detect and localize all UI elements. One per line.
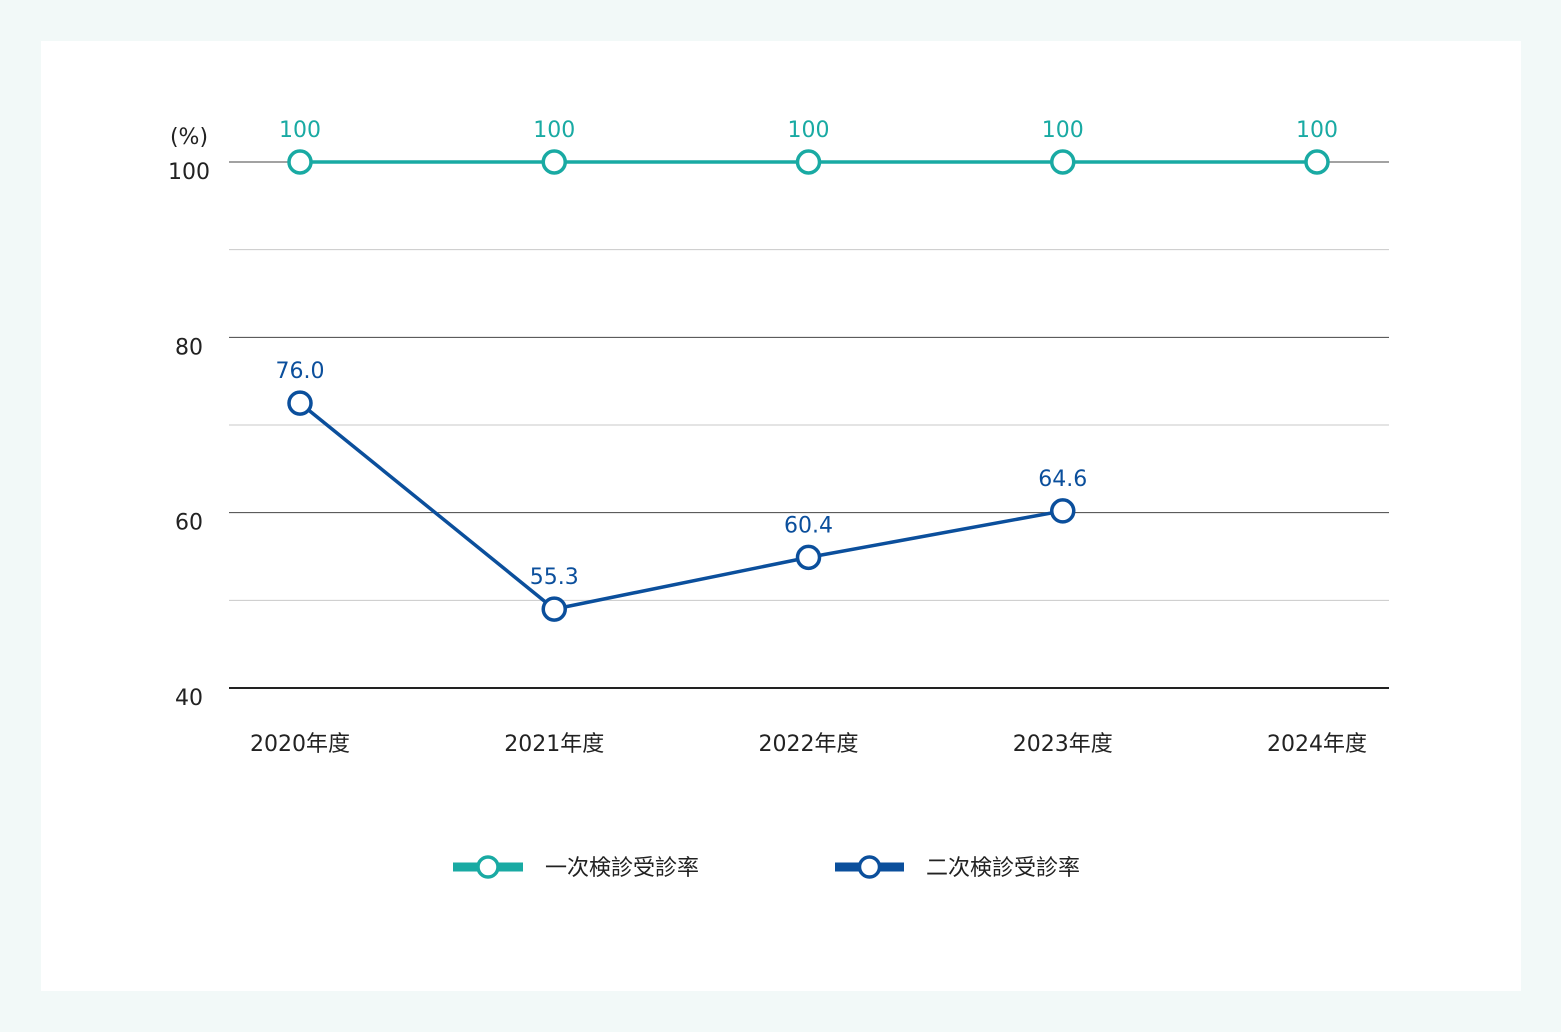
data-label: 100 — [1042, 118, 1084, 143]
data-label: 100 — [1296, 118, 1338, 143]
x-tick-label: 2022年度 — [759, 732, 859, 757]
data-label: 64.6 — [1038, 467, 1087, 492]
data-point — [1050, 498, 1076, 524]
y-tick-label: 100 — [168, 160, 210, 185]
x-tick-label: 2023年度 — [1013, 732, 1113, 757]
y-axis-unit-label: (%) — [170, 125, 208, 150]
legend-item-2: 二次検診受診率 — [835, 855, 1080, 881]
y-tick-label: 80 — [175, 335, 203, 360]
series-2: 76.0 55.3 60.4 64.6 — [276, 359, 1087, 622]
data-point — [1304, 149, 1330, 175]
data-point — [1050, 149, 1076, 175]
data-label: 55.3 — [530, 565, 579, 590]
legend-swatch-marker — [857, 855, 882, 879]
data-label: 76.0 — [276, 359, 325, 384]
series-line — [298, 401, 1064, 611]
data-point — [287, 390, 313, 416]
y-tick-label: 60 — [175, 511, 203, 536]
data-point — [541, 149, 567, 175]
data-point — [287, 149, 313, 175]
legend-label: 二次検診受診率 — [926, 856, 1080, 881]
y-tick-label: 40 — [175, 686, 203, 711]
legend: 一次検診受診率 二次検診受診率 — [453, 855, 1080, 881]
chart-panel: (%) 100 80 60 40 2020年度 2021年度 2022年度 2023年度 20… — [41, 41, 1521, 991]
legend-label: 一次検診受診率 — [545, 856, 699, 881]
legend-item-1: 一次検診受診率 — [453, 855, 699, 881]
x-tick-label: 2020年度 — [250, 732, 350, 757]
series-layer: 100 100 100 100 100 76.0 55.3 60.4 64.6 — [276, 118, 1338, 622]
x-axis: 2020年度 2021年度 2022年度 2023年度 2024年度 — [250, 732, 1367, 757]
data-point — [541, 596, 567, 622]
data-label: 100 — [788, 118, 830, 143]
data-label: 100 — [533, 118, 575, 143]
x-tick-label: 2021年度 — [504, 732, 604, 757]
data-point — [795, 149, 822, 175]
y-axis: (%) 100 80 60 40 — [168, 125, 210, 711]
data-label: 60.4 — [784, 513, 833, 538]
legend-swatch-marker — [476, 855, 500, 879]
grid-layer — [229, 161, 1389, 689]
data-point — [795, 544, 822, 571]
x-tick-label: 2024年度 — [1267, 732, 1367, 757]
data-label: 100 — [279, 118, 321, 143]
series-1: 100 100 100 100 100 — [279, 118, 1338, 175]
